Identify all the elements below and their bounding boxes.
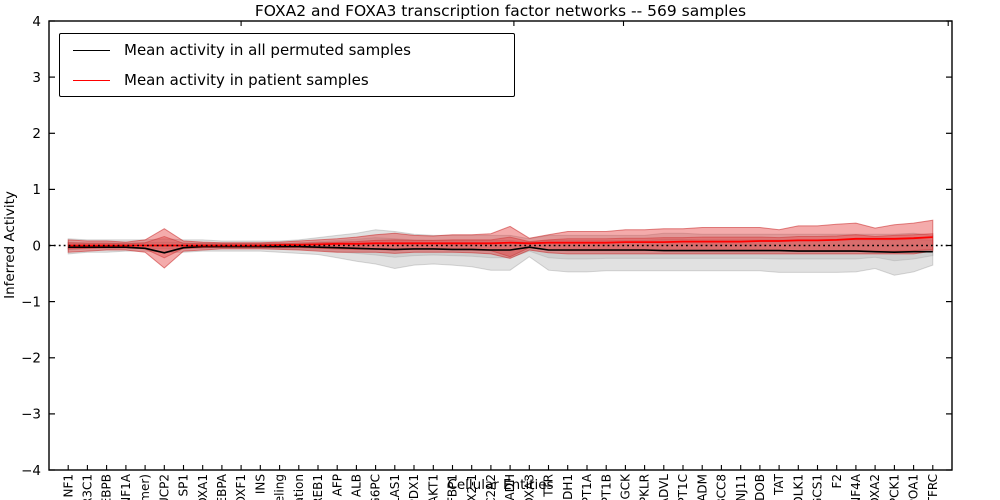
x-tick-label: ALB (349, 474, 363, 497)
y-tick-label: −2 (21, 351, 41, 367)
x-tick-label: HNF4A (849, 473, 863, 500)
y-tick-label: −4 (21, 463, 41, 479)
x-tick-label: CPT1A (580, 473, 594, 500)
legend: Mean activity in all permuted samples Me… (59, 33, 515, 97)
x-axis-label: Cellular Entities (447, 477, 554, 493)
x-tick-label: CEBPA (215, 473, 229, 500)
legend-label-patient: Mean activity in patient samples (124, 71, 369, 89)
x-tick-label: CPT1B (599, 474, 613, 500)
y-axis-label: Inferred Activity (2, 191, 18, 299)
x-tick-label: GCK (618, 473, 632, 500)
x-tick-label: NR3C1 (80, 474, 94, 500)
y-tick-label: −3 (21, 407, 41, 423)
y-tick-label: 3 (32, 70, 41, 86)
x-tick-label: CREB1 (311, 474, 325, 500)
x-tick-label: ALAS1 (388, 474, 402, 500)
x-tick-label: ACADM (695, 474, 709, 500)
x-tick-label: IGFBP1 (446, 474, 460, 500)
x-tick-label: FOXA1 (196, 474, 210, 500)
x-tick-label: PCK1 (887, 474, 901, 500)
x-tick-label: BDH1 (561, 474, 575, 500)
x-tick-label: SP1 (177, 474, 191, 497)
legend-entry: Mean activity in all permuted samples (60, 38, 514, 62)
x-tick-label: SLC2A2 (484, 474, 498, 500)
x-tick-label: CPT1C (676, 474, 690, 500)
x-tick-label: FOXF1 (234, 474, 248, 500)
legend-line-permuted (73, 49, 110, 51)
legend-line-patient (73, 79, 110, 81)
x-tick-label: NF1 (61, 474, 75, 498)
y-tick-label: 4 (32, 14, 41, 30)
y-tick-label: 1 (32, 182, 41, 198)
y-tick-label: −1 (21, 294, 41, 310)
x-tick-label: TFRC (926, 474, 940, 500)
x-tick-label: chromatin remodeling (273, 474, 287, 500)
x-tick-label: ALDOB (753, 474, 767, 500)
legend-label-permuted: Mean activity in all permuted samples (124, 41, 411, 59)
x-tick-label: PKLR (638, 474, 652, 500)
y-tick-label: 2 (32, 126, 41, 142)
x-tick-label: TAT (772, 473, 786, 496)
x-tick-label: DLK1 (791, 474, 805, 500)
x-tick-label: FOXA2 (868, 474, 882, 500)
x-tick-label: INS (253, 474, 267, 494)
x-tick-label: AFP (330, 474, 344, 496)
x-tick-label: HNF1A (dimer) (138, 474, 152, 500)
x-tick-label: ACADVL (657, 474, 671, 500)
chart-title: FOXA2 and FOXA3 transcription factor net… (254, 2, 747, 20)
x-tick-label: AKT1 (426, 474, 440, 500)
x-tick-label: HMGCS1 (811, 474, 825, 500)
mean-permuted-line (68, 245, 933, 254)
x-tick-label: FOXA3 (522, 474, 536, 500)
x-tick-label: G6PC (369, 474, 383, 500)
x-tick-label: F2 (830, 474, 844, 489)
x-tick-label: HNF1A (119, 473, 133, 500)
x-tick-label: ABCC8 (714, 474, 728, 500)
x-tick-label: KCNJ11 (734, 474, 748, 500)
x-tick-label: APOA1 (907, 474, 921, 500)
x-tick-label: PDX1 (407, 474, 421, 500)
x-tick-label: HADH (503, 474, 517, 500)
x-tick-label: TTR (542, 474, 556, 498)
legend-entry: Mean activity in patient samples (60, 68, 514, 92)
x-tick-label: response to starvation (292, 474, 306, 500)
x-tick-label: CEBPB (100, 474, 114, 500)
x-tick-label: NKX2-1 (465, 474, 479, 500)
y-tick-label: 0 (32, 238, 41, 254)
x-tick-label: UCP2 (157, 474, 171, 500)
